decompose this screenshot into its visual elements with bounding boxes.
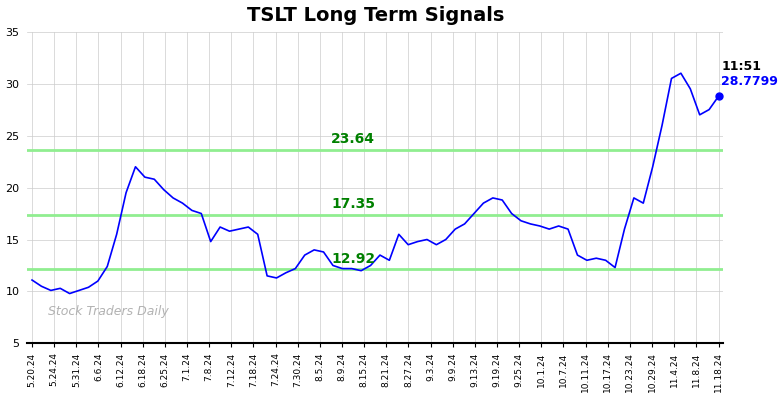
Text: 28.7799: 28.7799 bbox=[721, 75, 779, 88]
Text: 11:51: 11:51 bbox=[721, 60, 761, 74]
Text: 23.64: 23.64 bbox=[332, 132, 376, 146]
Text: 17.35: 17.35 bbox=[332, 197, 376, 211]
Text: Stock Traders Daily: Stock Traders Daily bbox=[48, 306, 169, 318]
Text: 12.92: 12.92 bbox=[332, 252, 376, 266]
Title: TSLT Long Term Signals: TSLT Long Term Signals bbox=[247, 6, 504, 25]
